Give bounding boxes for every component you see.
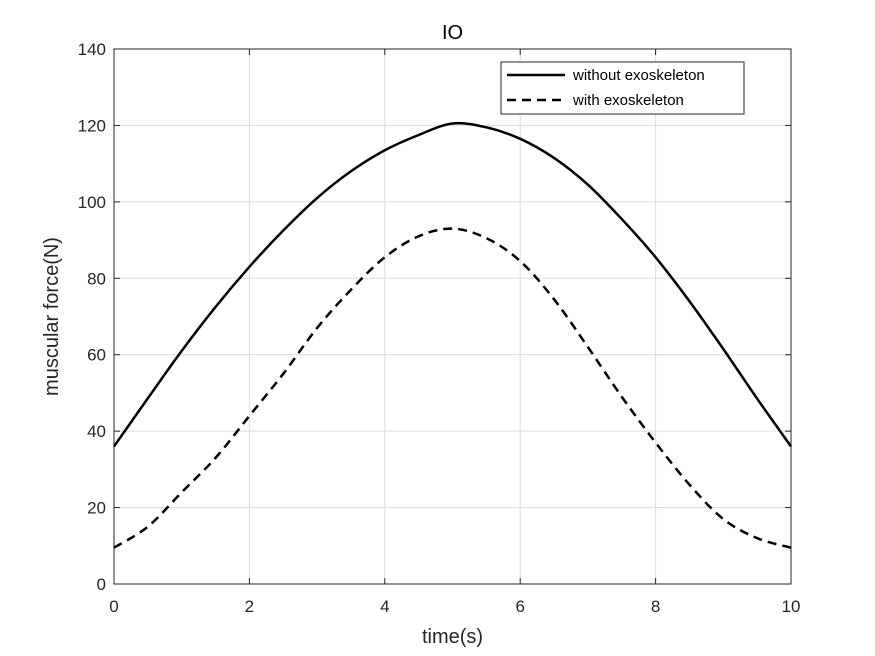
series-line-without-exoskeleton [112, 121, 793, 448]
legend-label-without-exoskeleton: without exoskeleton [572, 67, 705, 84]
x-tick-label: 0 [109, 597, 118, 616]
legend-label-with-exoskeleton: with exoskeleton [572, 92, 684, 109]
x-tick-label: 6 [515, 597, 524, 616]
x-tick-label: 2 [245, 597, 254, 616]
y-tick-label: 80 [87, 269, 106, 288]
y-tick-label: 0 [97, 575, 106, 594]
series-line-with-exoskeleton [113, 227, 792, 549]
y-tick-label: 140 [78, 40, 106, 59]
y-tick-label: 20 [87, 499, 106, 518]
x-tick-label: 8 [651, 597, 660, 616]
y-tick-label: 100 [78, 193, 106, 212]
y-axis-label: muscular force(N) [41, 237, 63, 396]
y-tick-label: 60 [87, 346, 106, 365]
legend: without exoskeleton with exoskeleton [500, 61, 745, 115]
x-axis-label: time(s) [422, 626, 483, 648]
y-tick-label: 40 [87, 422, 106, 441]
y-tick-label: 120 [78, 116, 106, 135]
chart-title: IO [442, 22, 463, 44]
x-tick-label: 10 [782, 597, 801, 616]
legend-box [500, 61, 745, 115]
series-group [112, 121, 793, 549]
plot-frame [113, 48, 792, 585]
x-tick-label: 4 [380, 597, 389, 616]
